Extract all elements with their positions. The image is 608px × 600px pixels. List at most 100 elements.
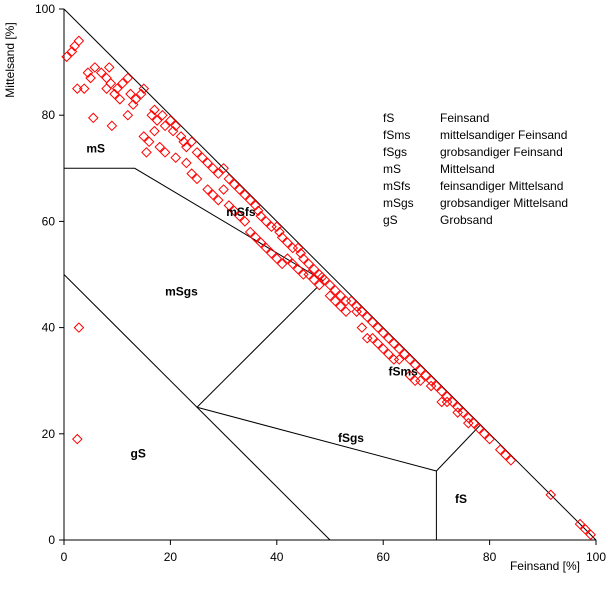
data-point: [105, 78, 117, 89]
data-point: [71, 83, 83, 94]
data-point: [404, 370, 416, 381]
data-point: [452, 407, 463, 418]
legend-code: fSms: [383, 128, 410, 142]
data-point: [463, 417, 474, 429]
region-label-fsms: fSms: [389, 364, 419, 378]
data-point: [545, 489, 557, 501]
data-point: [218, 184, 229, 195]
data-point: [157, 109, 168, 121]
legend-name: Mittelsand: [440, 162, 495, 176]
y-tick-label: 20: [42, 427, 56, 441]
data-point: [500, 449, 511, 461]
data-point: [149, 125, 160, 137]
data-point: [165, 115, 176, 126]
data-point: [212, 194, 224, 206]
data-point: [276, 258, 288, 270]
data-point: [250, 232, 261, 243]
data-point: [303, 269, 315, 280]
data-point: [255, 237, 267, 248]
data-point: [181, 157, 192, 169]
data-point: [175, 131, 187, 142]
legend-code: mSfs: [383, 179, 410, 193]
legend-code: fSgs: [383, 145, 407, 159]
y-tick-label: 80: [42, 108, 56, 122]
legend-name: grobsandiger Feinsand: [440, 145, 563, 159]
y-tick-label: 0: [48, 533, 55, 547]
data-point: [170, 120, 182, 132]
data-points: [61, 35, 596, 540]
data-point: [122, 109, 134, 121]
x-tick-label: 100: [586, 550, 606, 564]
data-point: [234, 210, 245, 222]
data-point: [585, 529, 596, 540]
legend-code: mSgs: [383, 196, 414, 210]
data-point: [154, 141, 166, 153]
data-point: [178, 136, 190, 148]
data-point: [228, 178, 240, 190]
data-point: [478, 428, 490, 440]
data-point: [170, 152, 182, 163]
data-point: [159, 147, 171, 158]
data-point: [308, 263, 320, 275]
data-point: [361, 311, 373, 323]
data-point: [335, 290, 346, 302]
data-point: [282, 237, 293, 248]
data-point: [78, 83, 90, 94]
data-point: [494, 444, 506, 456]
data-point: [468, 417, 479, 429]
legend-name: feinsandiger Mittelsand: [440, 179, 563, 193]
data-point: [87, 112, 99, 124]
data-point: [441, 396, 453, 408]
x-tick-label: 80: [483, 550, 497, 564]
data-point: [122, 72, 134, 84]
region-label-msfs: mSfs: [226, 205, 256, 219]
data-point: [260, 242, 272, 254]
y-tick-label: 60: [42, 214, 56, 228]
data-point: [271, 221, 283, 233]
region-boundary-0: [64, 167, 324, 282]
legend-code: mS: [383, 162, 401, 176]
data-point: [244, 226, 256, 238]
data-point: [250, 200, 261, 211]
data-point: [181, 141, 192, 153]
data-point: [212, 168, 224, 179]
legend-name: Grobsand: [440, 213, 493, 227]
data-point: [420, 370, 432, 381]
data-point: [367, 316, 378, 328]
data-point: [266, 221, 277, 233]
data-point: [111, 83, 123, 94]
data-point: [287, 258, 299, 270]
region-label-fsgs: fSgs: [338, 431, 364, 445]
legend: fS Feinsand fSms mittelsandiger Feinsand fSg…: [383, 111, 568, 227]
data-point: [436, 396, 448, 408]
y-tick-label: 40: [42, 321, 56, 335]
data-point: [282, 253, 293, 264]
data-point: [425, 375, 437, 387]
data-point: [409, 375, 421, 387]
data-point: [292, 263, 304, 275]
data-point: [415, 364, 426, 376]
data-point: [73, 322, 85, 333]
data-point: [223, 173, 235, 185]
data-point: [345, 295, 357, 307]
data-point: [356, 322, 368, 333]
data-point: [335, 301, 346, 312]
y-axis-title: Mittelsand [%]: [3, 22, 17, 97]
data-point: [399, 348, 410, 360]
data-point: [324, 290, 336, 302]
x-tick-label: 60: [377, 550, 391, 564]
data-point: [191, 173, 203, 185]
data-point: [388, 338, 400, 349]
data-point: [287, 242, 299, 254]
data-point: [319, 274, 330, 286]
data-point: [505, 455, 517, 466]
data-point: [340, 306, 352, 317]
data-point: [447, 396, 458, 408]
data-point: [361, 332, 373, 344]
x-tick-label: 20: [164, 550, 178, 564]
axis-ticks: 0 20 40 60 80 100 0 20 40 60 80 100: [35, 2, 606, 564]
data-point: [89, 62, 101, 73]
data-point: [303, 258, 315, 270]
data-point: [202, 157, 213, 169]
data-point: [393, 354, 405, 365]
